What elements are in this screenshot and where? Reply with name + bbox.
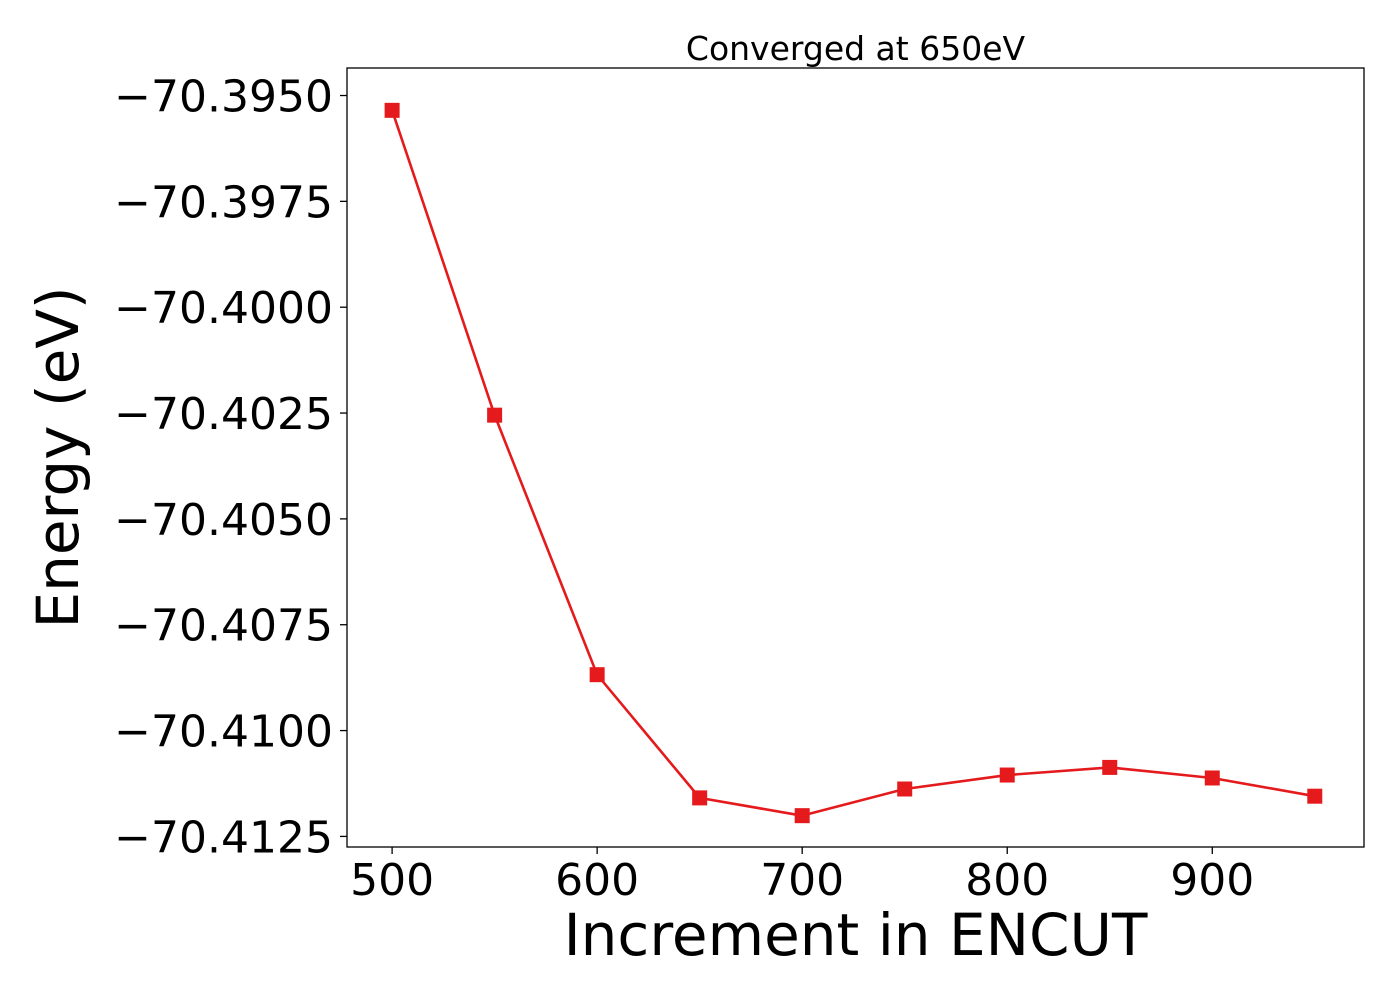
x-tick-label: 900 xyxy=(1170,855,1254,906)
data-point xyxy=(794,808,810,824)
data-point xyxy=(487,407,503,423)
y-tick-label: −70.3975 xyxy=(114,177,333,228)
data-point xyxy=(384,102,400,118)
y-tick-label: −70.4125 xyxy=(114,812,333,863)
plot-frame xyxy=(346,67,1365,848)
chart-title: Converged at 650eV xyxy=(686,29,1026,68)
data-point xyxy=(1102,759,1118,775)
y-tick-label: −70.4100 xyxy=(114,707,333,758)
data-point xyxy=(999,767,1015,783)
y-tick-label: −70.4075 xyxy=(114,601,333,652)
y-tick-label: −70.4050 xyxy=(114,495,333,546)
x-tick-label: 700 xyxy=(760,855,844,906)
x-tick-label: 600 xyxy=(555,855,639,906)
y-tick-label: −70.4000 xyxy=(114,283,333,334)
x-tick-label: 800 xyxy=(965,855,1049,906)
data-point xyxy=(1204,770,1220,786)
y-tick-label: −70.4025 xyxy=(114,389,333,440)
x-axis-label: Increment in ENCUT xyxy=(564,901,1148,969)
y-axis-label: Energy (eV) xyxy=(24,286,92,628)
y-tick-label: −70.3950 xyxy=(114,72,333,123)
data-point xyxy=(1307,788,1323,804)
series-line xyxy=(390,109,1316,817)
ticks: 500 600 700 800 900 −70.3950 −70.3975 −70.4000 −… xyxy=(114,72,1254,906)
axes xyxy=(346,67,1365,848)
x-tick-label: 500 xyxy=(350,855,434,906)
data-point xyxy=(692,790,708,806)
data-point xyxy=(589,667,605,683)
data-point xyxy=(897,781,913,797)
data-series xyxy=(384,102,1323,824)
